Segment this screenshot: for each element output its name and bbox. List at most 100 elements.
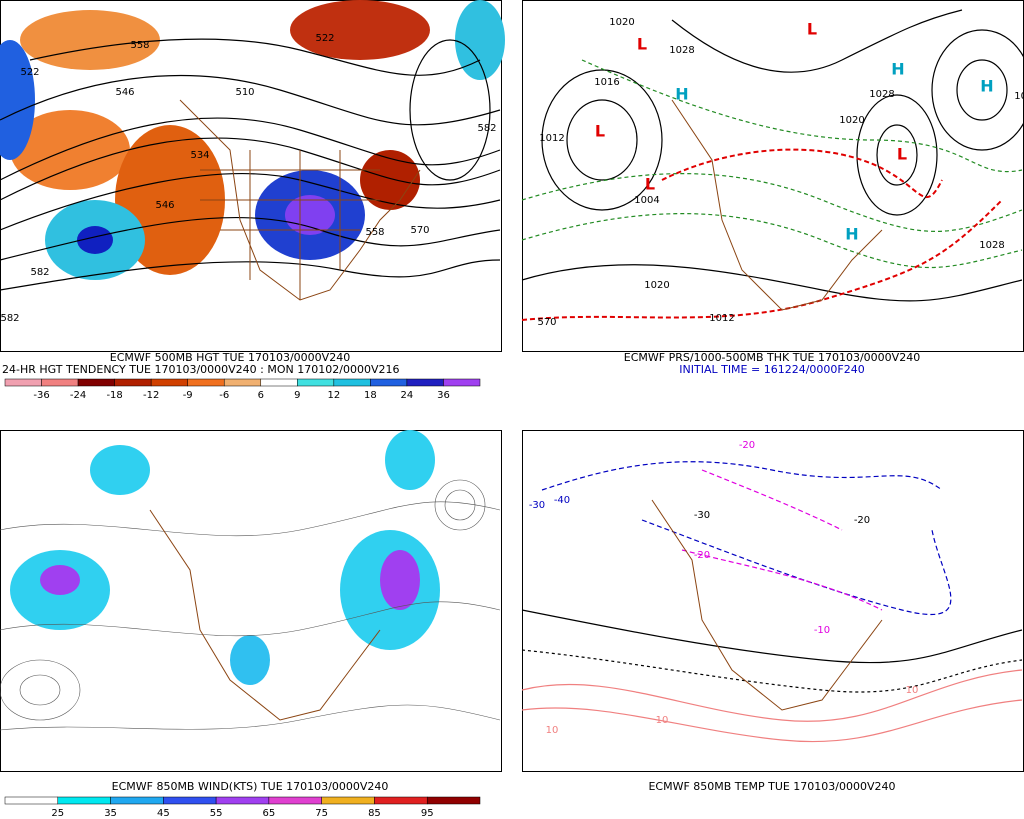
contour-label: -40 (554, 495, 570, 506)
colorbar-swatch (114, 378, 152, 387)
contour-label: 1012 (539, 133, 564, 144)
pressure-center: H (891, 60, 904, 79)
pressure-contours (521, 9, 1024, 302)
colorbar-label: 18 (364, 390, 377, 401)
contour-label: 534 (190, 150, 209, 161)
contour-label: 570 (410, 225, 429, 236)
thickness-contours (521, 59, 1023, 269)
contour-label: 510 (235, 87, 254, 98)
tendency-area (290, 0, 430, 60)
tendency-area (455, 0, 505, 80)
colorbar-label: 75 (315, 808, 328, 819)
colorbar-swatch (4, 378, 42, 387)
pressure-center: H (845, 225, 858, 244)
pressure-center: H (675, 85, 688, 104)
contour-label: -10 (814, 625, 830, 636)
colorbar-label: -9 (183, 390, 193, 401)
panel-850mb-temp: ECMWF 850MB TEMP TUE 170103/0000V240 -30… (521, 430, 1024, 793)
contour-label: 1020 (609, 17, 634, 28)
panel-850mb-wind: ECMWF 850MB WIND(KTS) TUE 170103/0000V24… (0, 430, 502, 819)
colorbar-swatch (215, 796, 270, 805)
colorbar-label: 35 (104, 808, 117, 819)
caption: ECMWF 850MB WIND(KTS) TUE 170103/0000V24… (112, 780, 389, 793)
colorbar-label: 55 (210, 808, 223, 819)
coastlines (179, 99, 421, 301)
contour-label: 582 (30, 267, 49, 278)
colorbar-swatch (4, 796, 59, 805)
colorbar-label: 6 (258, 390, 264, 401)
colorbar-label: -36 (33, 390, 49, 401)
contour-label: 558 (130, 40, 149, 51)
contour-label: 10 (546, 725, 559, 736)
pressure-center: H (980, 77, 993, 96)
colorbar-label: 95 (421, 808, 434, 819)
map-frame (522, 430, 1024, 772)
wind-area (230, 635, 270, 685)
colorbar-swatch (443, 378, 481, 387)
contour-label: 1012 (709, 313, 734, 324)
caption: ECMWF 850MB TEMP TUE 170103/0000V240 (648, 780, 895, 793)
colorbar-swatch (268, 796, 322, 805)
colorbar-swatch (321, 796, 375, 805)
contour-label: 10 (906, 685, 919, 696)
colorbar-swatch (297, 378, 335, 387)
contour-label: 1028 (669, 45, 694, 56)
caption: INITIAL TIME = 161224/0000F240 (679, 363, 864, 376)
tendency-area (360, 150, 420, 210)
colorbar-swatch (260, 378, 298, 387)
colorbar-label: -24 (70, 390, 86, 401)
contour-label: -20 (694, 550, 710, 561)
colorbar-label: 85 (368, 808, 381, 819)
contour-label: 582 (0, 313, 19, 324)
tendency-area (10, 110, 130, 190)
contour-label: 522 (315, 33, 334, 44)
contour-label: -20 (739, 440, 755, 451)
pressure-center: L (595, 122, 605, 141)
contour-label: 1028 (979, 240, 1004, 251)
contour-label: 582 (477, 123, 496, 134)
contour-label: -30 (529, 500, 545, 511)
tendency-area (77, 226, 113, 254)
panel-pressure-thickness: ECMWF PRS/1000-500MB THK TUE 170103/0000… (521, 0, 1024, 376)
tendency-area (0, 40, 35, 160)
contour-label: 558 (365, 227, 384, 238)
temperature-contours (521, 461, 1023, 743)
colorbar-swatch (77, 378, 115, 387)
colorbar-swatch (374, 796, 428, 805)
colorbar-label: -18 (106, 390, 122, 401)
colorbar-label: -12 (143, 390, 159, 401)
caption: 24-HR HGT TENDENCY TUE 170103/0000V240 :… (2, 363, 399, 376)
colorbar-label: 36 (437, 390, 450, 401)
contour-label: 1020 (839, 115, 864, 126)
colorbar-swatch (163, 796, 217, 805)
colorbar-swatch (426, 796, 481, 805)
colorbar-swatch (187, 378, 225, 387)
colorbar-label: 45 (157, 808, 170, 819)
wind-area (380, 550, 420, 610)
streamlines (0, 479, 501, 731)
caption: ECMWF 500MB HGT TUE 170103/0000V240 (110, 351, 350, 364)
colorbar-swatch (223, 378, 262, 387)
colorbar-swatch (57, 796, 111, 805)
colorbar-swatch (333, 378, 371, 387)
tendency-area (285, 195, 335, 235)
contour-label: 1044 (1014, 91, 1024, 102)
colorbar-label: 12 (327, 390, 340, 401)
contour-label: 1028 (869, 89, 894, 100)
wind-area (40, 565, 80, 595)
colorbar-swatch (150, 378, 188, 387)
contour-label: -30 (694, 510, 710, 521)
pressure-center: L (637, 35, 647, 54)
colorbar-label: 9 (294, 390, 300, 401)
coastlines (149, 509, 381, 721)
coastlines (651, 499, 883, 711)
colorbar-label: 65 (263, 808, 276, 819)
caption: ECMWF PRS/1000-500MB THK TUE 170103/0000… (624, 351, 920, 364)
colorbar-swatch (406, 378, 444, 387)
colorbar-swatch (41, 378, 79, 387)
colorbar-swatch (110, 796, 164, 805)
map-frame (522, 0, 1024, 352)
contour-label: 1016 (594, 77, 619, 88)
wind-area (385, 430, 435, 490)
